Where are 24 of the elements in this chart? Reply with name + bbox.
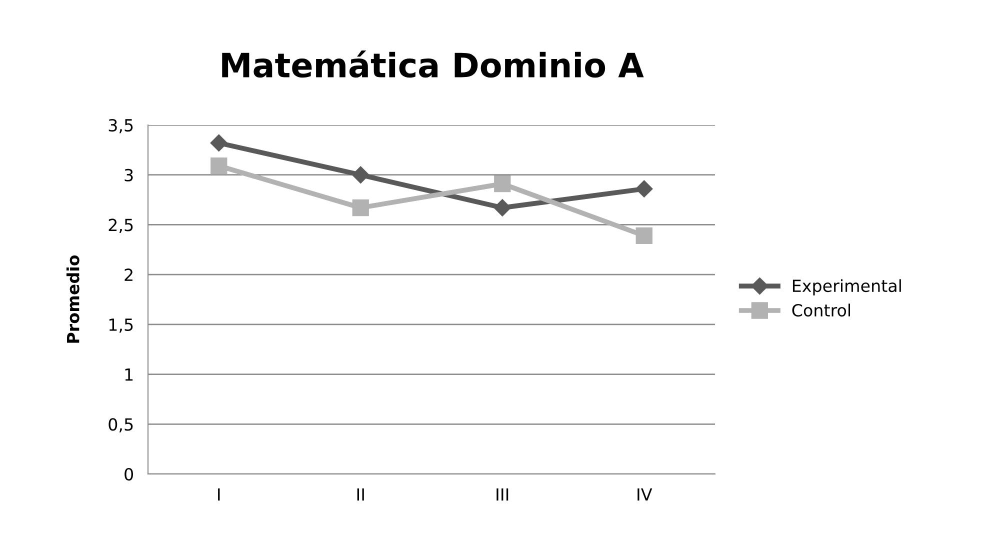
y-tick-label: 2 xyxy=(124,268,132,281)
point xyxy=(494,176,511,192)
legend-label: Control xyxy=(792,304,850,317)
point xyxy=(352,166,370,184)
point xyxy=(494,199,511,216)
y-tick-label: 3,5 xyxy=(108,118,133,134)
y-tick-label: 2,5 xyxy=(108,218,133,233)
point xyxy=(636,227,652,244)
point xyxy=(636,180,653,198)
y-axis-title: Promedio xyxy=(66,255,80,343)
point xyxy=(210,134,228,152)
legend-label: Experimental xyxy=(792,279,901,296)
x-tick-label: II xyxy=(357,488,364,501)
x-tick-label: I xyxy=(218,488,220,501)
x-tick-label: III xyxy=(496,488,508,501)
point xyxy=(352,199,369,216)
y-tick-label: 0 xyxy=(124,468,134,481)
point xyxy=(210,158,228,174)
chart-title: Matemática Dominio A xyxy=(222,50,644,78)
y-tick-label: 3 xyxy=(124,168,133,182)
x-tick-label: IV xyxy=(638,488,652,501)
y-tick-label: 0,5 xyxy=(108,418,133,432)
y-tick-label: 1,5 xyxy=(109,318,133,333)
y-tick-label: 1 xyxy=(125,368,133,381)
